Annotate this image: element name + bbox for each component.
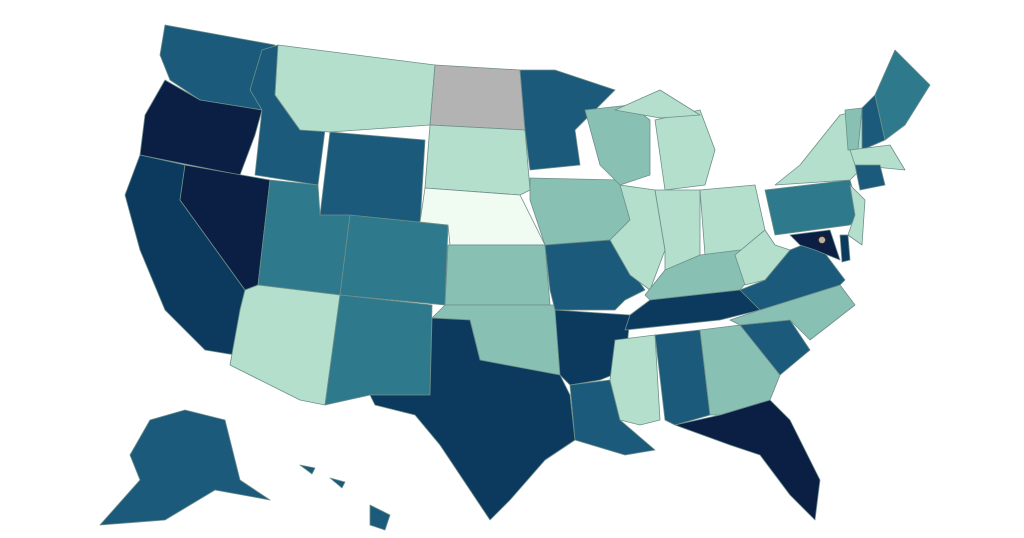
- state: [369, 317, 576, 521]
- state: [847, 184, 866, 246]
- state: [424, 124, 531, 196]
- state: [849, 144, 906, 171]
- state: [299, 464, 316, 475]
- state: [429, 64, 526, 131]
- state: [874, 49, 931, 141]
- state: [329, 477, 346, 489]
- state: [854, 164, 886, 191]
- state: [339, 214, 449, 306]
- state: [789, 229, 841, 261]
- state: [839, 234, 851, 263]
- states: [99, 24, 931, 531]
- state: [654, 329, 711, 426]
- state: [324, 294, 433, 406]
- state: [609, 334, 661, 426]
- state: [444, 244, 551, 306]
- state: [674, 399, 821, 521]
- state: [614, 89, 701, 119]
- state: [369, 504, 391, 531]
- dc-marker: [817, 235, 827, 245]
- state: [139, 79, 263, 176]
- state: [99, 409, 271, 526]
- state: [519, 69, 616, 171]
- state: [319, 131, 426, 226]
- state: [734, 229, 791, 286]
